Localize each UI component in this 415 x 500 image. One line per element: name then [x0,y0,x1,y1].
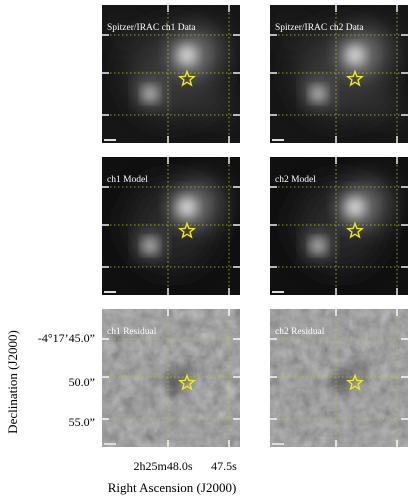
star-marker [346,221,364,239]
panel-label: ch1 Model [107,175,148,185]
star-marker [178,69,196,87]
star-marker [346,373,364,391]
y-tick-label: 50.0” [69,375,95,389]
y-axis-label: Declination (J2000) [5,330,20,434]
star-marker [178,373,196,391]
panel-label: ch2 Model [275,175,316,185]
x-axis-label: Right Ascension (J2000) [108,480,237,495]
panel-ch2-model: ch2 Model [270,157,408,295]
panel-ch1-data: Spitzer/IRAC ch1 Data [102,5,240,143]
panel-ch2-data: Spitzer/IRAC ch2 Data [270,5,408,143]
star-marker [346,69,364,87]
x-tick-label: 2h25m48.0s [133,459,192,473]
x-tick-label: 47.5s [211,459,237,473]
axes-layer: -4°17’45.0” 50.0” 55.0” 2h25m48.0s 47.5s… [5,330,237,495]
panel-ch2-residual: ch2 Residual [270,309,408,447]
panel-label: ch2 Residual [275,327,325,337]
scale-mark [104,443,116,445]
panel-ch1-residual: ch1 Residual [102,309,240,447]
panel-label: ch1 Residual [107,327,157,337]
y-tick-label: 55.0” [69,415,95,429]
panel-label: Spitzer/IRAC ch1 Data [107,23,196,33]
scale-mark [272,443,284,445]
scale-mark [104,139,116,141]
scale-mark [272,291,284,293]
scale-mark [272,139,284,141]
panels-layer: Spitzer/IRAC ch1 Data Spitzer/IRAC ch2 Da… [102,5,408,447]
panel-ch1-model: ch1 Model [102,157,240,295]
scale-mark [104,291,116,293]
star-marker [178,221,196,239]
y-tick-label: -4°17’45.0” [38,331,95,345]
panel-label: Spitzer/IRAC ch2 Data [275,23,364,33]
